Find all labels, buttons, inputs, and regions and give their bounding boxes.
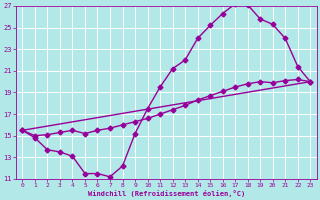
X-axis label: Windchill (Refroidissement éolien,°C): Windchill (Refroidissement éolien,°C)	[88, 190, 245, 197]
